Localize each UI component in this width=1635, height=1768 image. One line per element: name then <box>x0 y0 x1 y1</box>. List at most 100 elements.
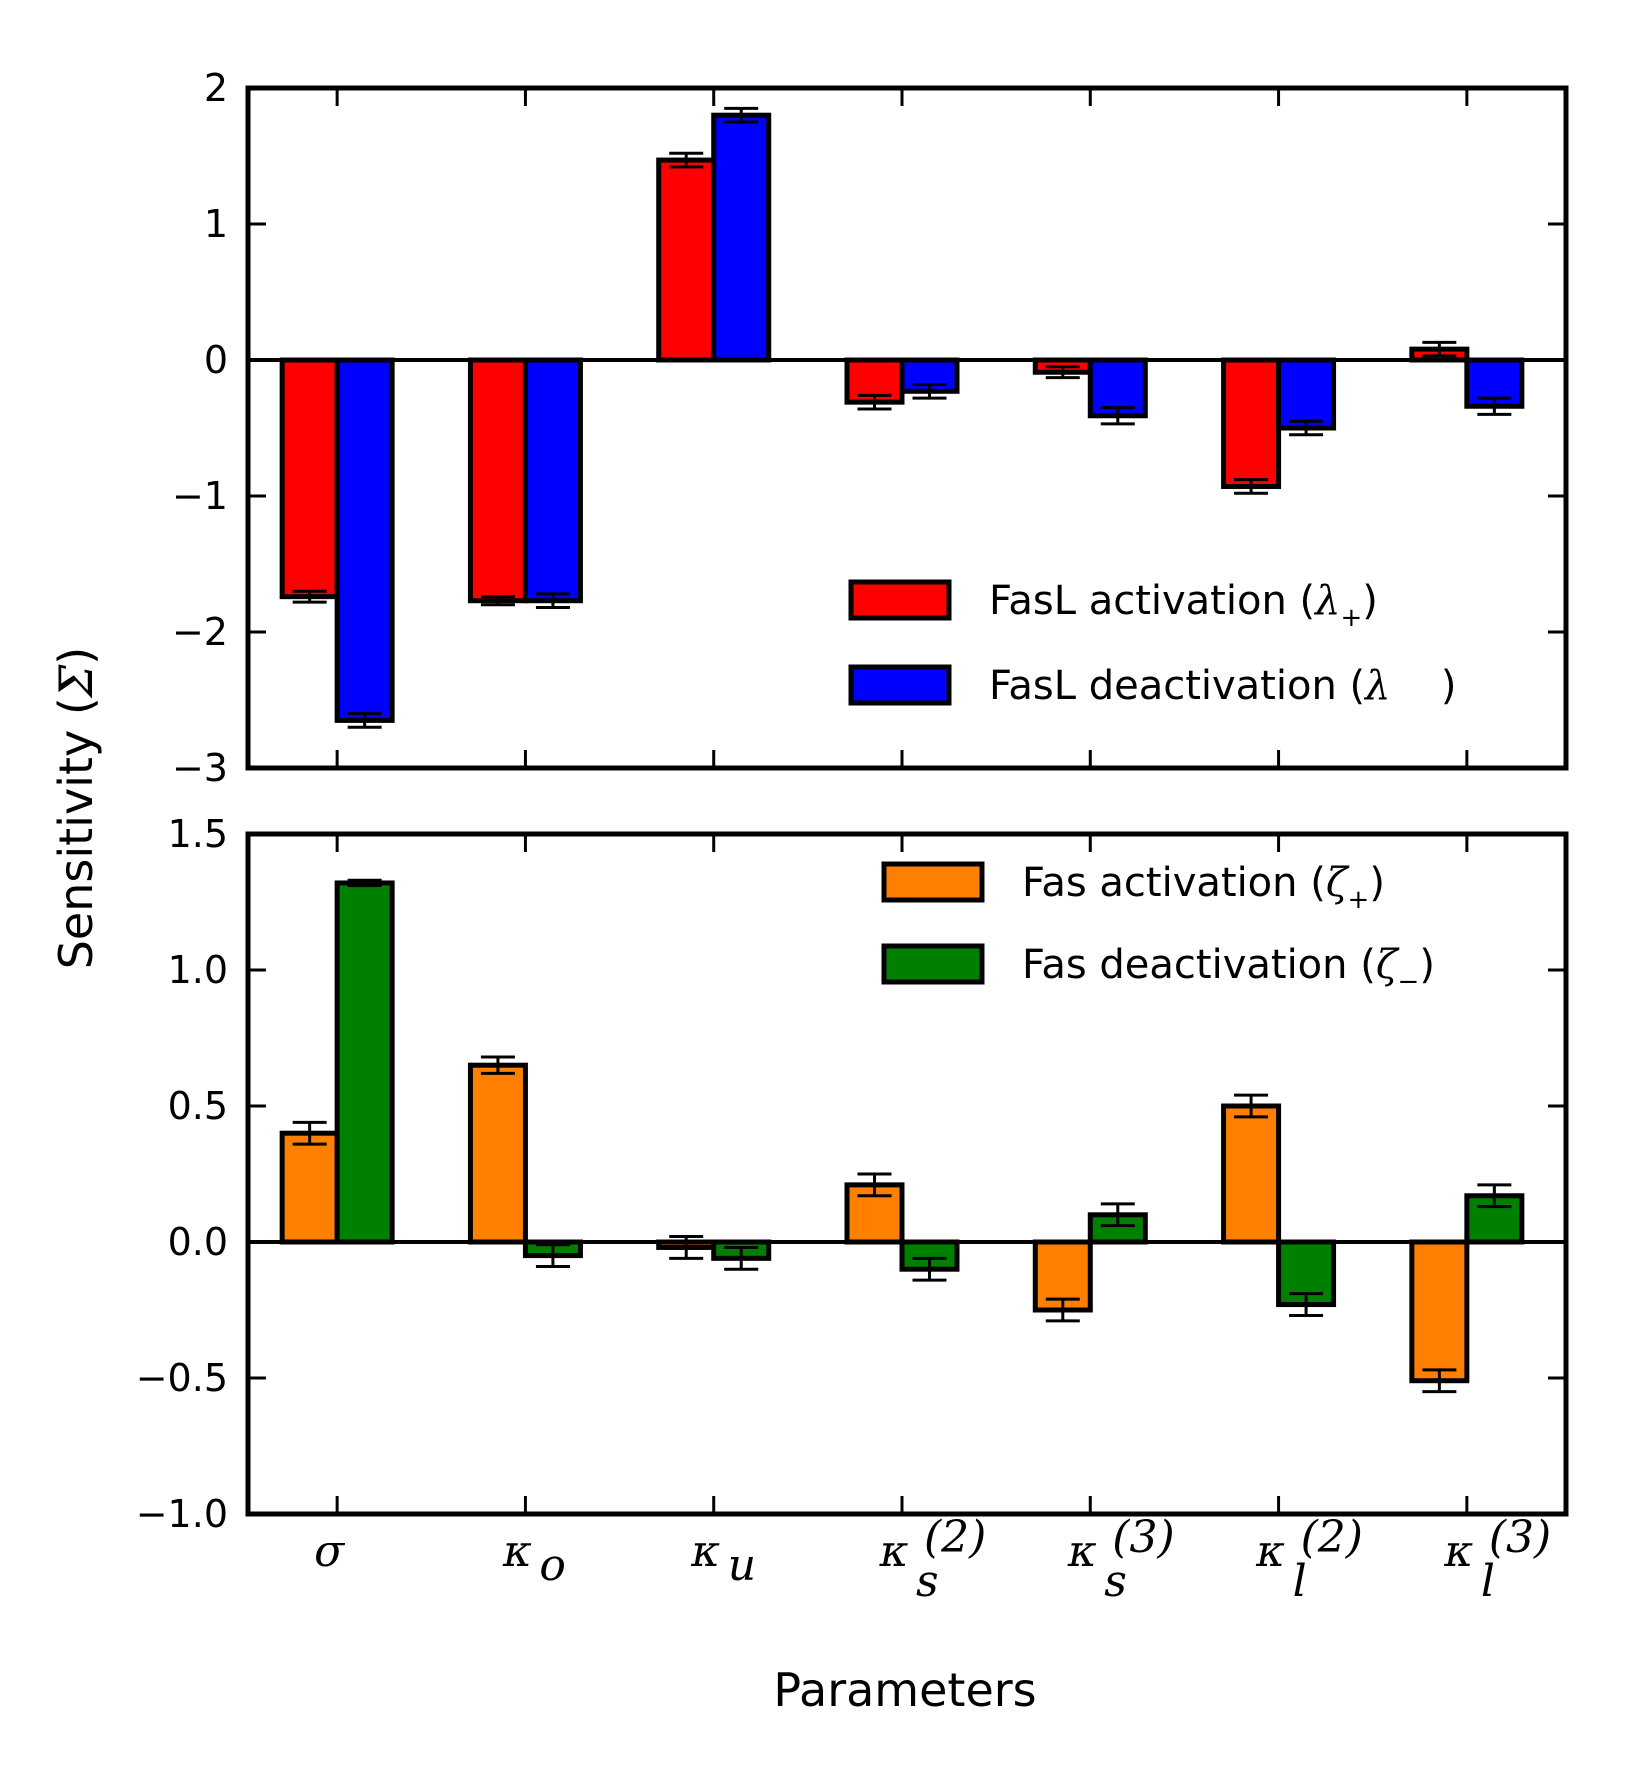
errorbar-bottom-s1-c0 <box>347 878 382 888</box>
errorbar-top-s1-c2 <box>724 106 759 124</box>
x-tick-label-base: κ <box>502 1526 532 1577</box>
legend-label-close: ) <box>1419 942 1435 988</box>
bar-top-s1-c1 <box>522 357 583 604</box>
errorbar-top-s1-c3 <box>912 382 947 400</box>
legend-label-text: Fas deactivation ( <box>1022 942 1376 988</box>
legend-label-symbol: ζ <box>1326 860 1350 906</box>
legend-label: Fas deactivation (ζ−) <box>1022 942 1435 997</box>
x-tick-label-sub: s <box>1104 1556 1127 1607</box>
y-tick-label: 0 <box>204 338 228 382</box>
x-tick-label-sub: s <box>916 1556 939 1607</box>
legend-label-subscript: + <box>1348 885 1370 915</box>
legend-label-close: ) <box>1362 578 1378 624</box>
x-tick-label-4: κ <box>1067 1526 1097 1577</box>
bar-bottom-s0-c6 <box>1409 1239 1470 1384</box>
errorbar-top-s1-c5 <box>1289 419 1324 437</box>
errorbar-bottom-s0-c6 <box>1422 1368 1457 1394</box>
y-axis-title-symbol: Σ <box>49 664 103 699</box>
errorbar-top-s1-c4 <box>1100 406 1135 426</box>
x-axis-title: Parameters <box>773 1663 1036 1717</box>
legend-label-text: Fas activation ( <box>1022 860 1326 906</box>
bar-bottom-s1-c0 <box>334 880 395 1245</box>
errorbar-top-s0-c6 <box>1422 340 1457 358</box>
x-tick-label-sub: l <box>1481 1556 1495 1607</box>
errorbar-bottom-s0-c1 <box>480 1055 515 1075</box>
legend-label-close: ) <box>1401 663 1457 709</box>
errorbar-bottom-s0-c5 <box>1234 1093 1269 1119</box>
legend: FasL activation (λ+)FasL deactivation (λ… <box>848 578 1456 718</box>
bar-bottom-s0-c5 <box>1221 1103 1282 1245</box>
y-tick-label: −2 <box>172 610 228 654</box>
legend-label-text: FasL deactivation ( <box>989 663 1365 709</box>
y-tick-label: 0.5 <box>168 1084 228 1128</box>
legend-label-close: ) <box>1369 860 1385 906</box>
errorbar-top-s0-c2 <box>669 151 704 169</box>
bar-top-s1-c2 <box>711 112 772 363</box>
x-tick-label-sup: (2) <box>1301 1512 1363 1563</box>
y-axis-title-close: ) <box>49 647 103 665</box>
x-tick-label-1: κ <box>502 1526 532 1577</box>
legend-label-symbol: λ <box>1313 578 1340 624</box>
y-tick-label: 0.0 <box>168 1220 228 1264</box>
errorbar-top-s0-c3 <box>857 393 892 411</box>
legend-label-text: FasL activation ( <box>989 578 1315 624</box>
y-tick-label: −0.5 <box>136 1356 228 1400</box>
y-tick-label: 2 <box>204 66 228 110</box>
x-tick-label-2: κ <box>690 1526 720 1577</box>
bar-top-s0-c2 <box>656 157 717 363</box>
plot-frame <box>245 831 1569 1517</box>
x-tick-label-sub: l <box>1293 1556 1307 1607</box>
bar-top-s1-c5 <box>1276 357 1337 431</box>
y-tick-label: 1.0 <box>168 948 228 992</box>
x-tick-label-3: κ <box>879 1526 909 1577</box>
y-tick-label: −1 <box>172 474 228 518</box>
x-tick-label-base: κ <box>1255 1526 1285 1577</box>
errorbar-bottom-s0-c0 <box>292 1120 327 1146</box>
x-tick-label-base: κ <box>690 1526 720 1577</box>
plot-frame <box>245 85 1569 771</box>
x-tick-label-sub: u <box>728 1540 756 1591</box>
x-tick-label-sup: (2) <box>924 1512 986 1563</box>
bar-bottom-s0-c0 <box>279 1130 340 1245</box>
bar-top-s1-c0 <box>334 357 395 723</box>
y-tick-label: 1.5 <box>168 812 228 856</box>
legend-label-symbol: λ <box>1363 663 1390 709</box>
legend-swatch <box>848 664 952 706</box>
errorbar-bottom-s1-c5 <box>1289 1292 1324 1317</box>
x-tick-label-base: σ <box>314 1526 346 1577</box>
errorbar-bottom-s1-c1 <box>535 1243 570 1268</box>
errorbar-top-s0-c1 <box>480 595 515 607</box>
x-tick-label-base: κ <box>1067 1526 1097 1577</box>
x-tick-label-sup: (3) <box>1489 1512 1551 1563</box>
legend-swatch <box>848 579 952 621</box>
legend-label: FasL deactivation (λ ) <box>989 663 1456 718</box>
x-tick-label-5: κ <box>1255 1526 1285 1577</box>
errorbar-bottom-s1-c2 <box>724 1245 759 1271</box>
legend-label-subscript <box>1390 688 1400 718</box>
errorbar-top-s1-c0 <box>347 712 382 729</box>
x-tick-label-sub: o <box>539 1540 566 1591</box>
x-tick-label-0: σ <box>314 1526 346 1577</box>
errorbar-top-s0-c4 <box>1045 365 1080 380</box>
bar-top-s0-c1 <box>467 357 528 604</box>
legend-label: Fas activation (ζ+) <box>1022 860 1385 915</box>
y-tick-label: −1.0 <box>136 1492 228 1536</box>
x-tick-label-base: κ <box>1443 1526 1473 1577</box>
legend-label-subscript: − <box>1398 967 1420 997</box>
errorbar-bottom-s1-c3 <box>912 1256 947 1282</box>
y-axis-title: Sensitivity (Σ) <box>49 647 103 970</box>
errorbar-bottom-s0-c4 <box>1045 1297 1080 1323</box>
errorbar-top-s1-c6 <box>1477 396 1512 416</box>
errorbar-top-s0-c0 <box>292 589 327 604</box>
legend: Fas activation (ζ+)Fas deactivation (ζ−) <box>881 860 1435 997</box>
x-tick-label-sup: (3) <box>1112 1512 1174 1563</box>
x-tick-label-6: κ <box>1443 1526 1473 1577</box>
y-tick-label: 1 <box>204 202 228 246</box>
errorbar-bottom-s1-c6 <box>1477 1183 1512 1209</box>
y-axis-title-text: Sensitivity ( <box>49 697 103 969</box>
x-tick-label-base: κ <box>879 1526 909 1577</box>
bar-bottom-s0-c1 <box>467 1062 528 1245</box>
errorbar-bottom-s1-c4 <box>1100 1202 1135 1228</box>
